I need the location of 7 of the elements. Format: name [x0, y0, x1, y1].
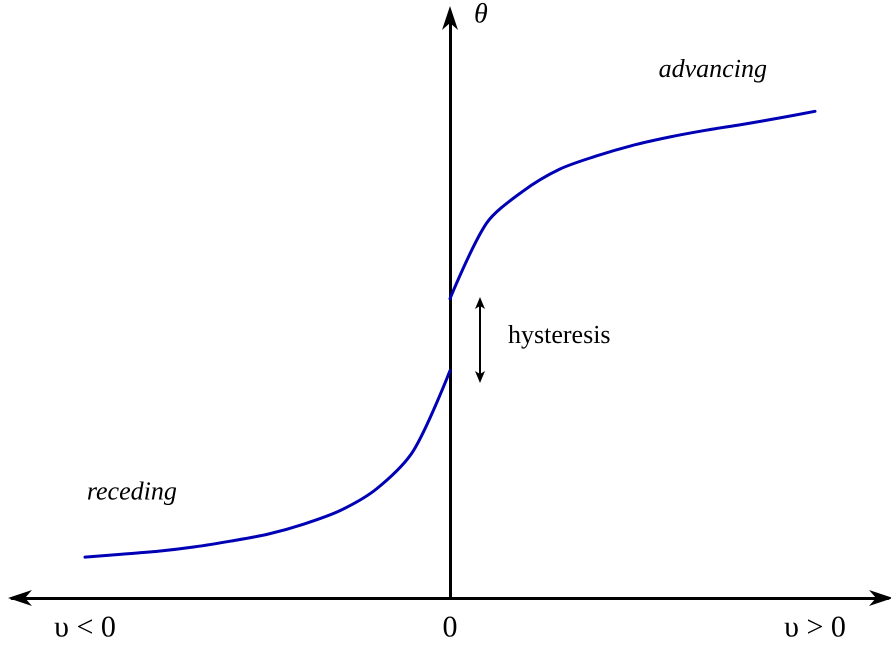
y-axis-title: θ: [474, 0, 488, 30]
annotation: receding: [86, 476, 177, 506]
x-tick-label: υ < 0: [54, 610, 116, 644]
x-tick-label: υ > 0: [784, 610, 846, 644]
x-tick-label: 0: [442, 610, 458, 644]
annotation: hysteresis: [508, 320, 611, 350]
text: advancing: [658, 54, 767, 83]
